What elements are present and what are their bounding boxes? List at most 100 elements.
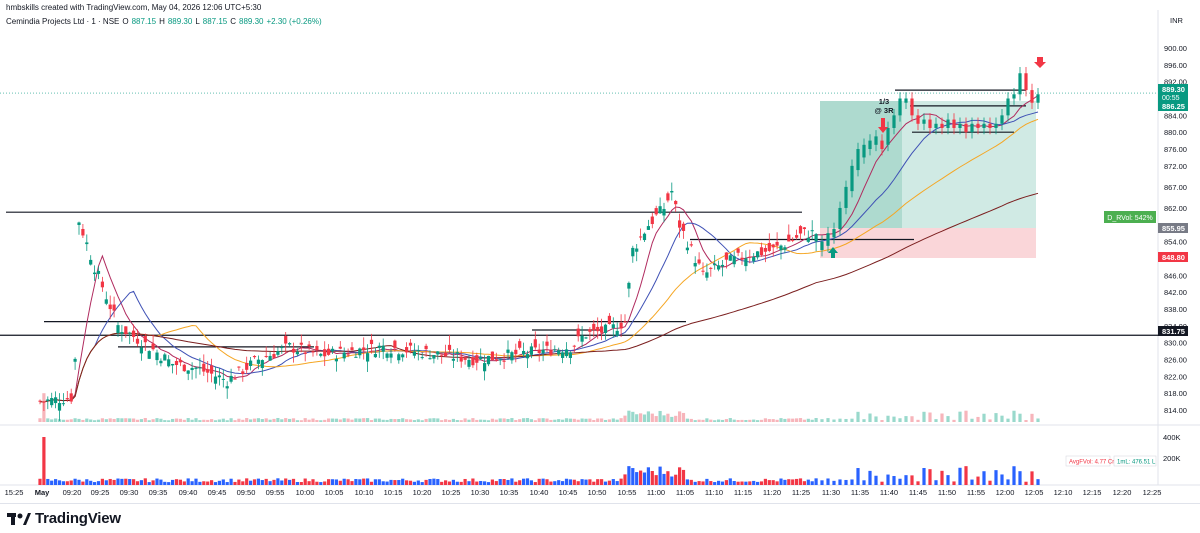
candle-body [576,328,580,337]
overlay-volume-bar [178,418,182,422]
overlay-volume-bar [116,418,120,422]
overlay-volume-bar [346,418,350,422]
candle-body [533,339,537,348]
overlay-volume-bar [892,416,896,422]
candle-body [732,256,736,265]
volume-bar [635,472,639,485]
candle-body [627,282,631,289]
candle-body [436,351,440,355]
volume-bar [233,481,237,485]
volume-bar [639,470,643,485]
candle-body [1030,90,1034,103]
candle-body [522,350,526,355]
volume-bar [260,480,264,485]
candle-body [674,200,678,205]
candle-body [756,251,760,258]
time-label: 12:10 [1054,488,1073,497]
target-price: 886.25 [1162,102,1185,111]
time-axis[interactable]: 15:25 May 09:20 09:25 09:30 09:35 09:40 09:45 09… [5,488,1162,497]
price-tick: 838.00 [1164,305,1187,314]
volume-bar [934,480,938,485]
candle-body [541,349,545,354]
volume-bar [958,467,962,485]
candle-body [934,123,938,128]
symbol-title[interactable]: Cemindia Projects Ltd · 1 · NSE [6,17,120,26]
candle-body [73,358,77,362]
candle-body [588,329,592,332]
overlay-volume-bar [952,419,956,422]
overlay-volume-bar [408,419,413,422]
volume-bar [77,479,81,485]
volume-bar [964,466,968,485]
candle-body [369,339,374,345]
overlay-volume-bar [728,418,732,422]
volume-bar [128,479,132,485]
price-tick: 880.00 [1164,128,1187,137]
overlay-volume-bar [564,418,569,422]
price-chart[interactable]: 1/3 @ 3R D_RVol: 542% INR 900.00 896.00 89… [0,0,1200,503]
candle-body [116,325,120,334]
candle-body [514,349,518,355]
time-label: 10:45 [559,488,578,497]
overlay-volume-bar [713,420,717,422]
candle-body [416,350,420,352]
candle-body [771,244,775,248]
volume-bar [1030,471,1034,485]
overlay-volume-bar [264,418,268,422]
volume-bar [93,482,97,485]
overlay-volume-bar [299,420,303,422]
volume-bar [627,466,631,485]
overlay-volume-bar [373,418,377,422]
volume-bar [592,481,596,485]
candle-body [124,326,128,335]
volume-bar [928,469,932,485]
tradingview-name: TradingView [35,510,121,527]
candle-body [163,354,167,361]
candle-body [886,127,890,145]
price-tags: 889.30 00:55 886.25 855.95 848.80 831.75 [1158,84,1188,336]
overlay-volume-bar [451,418,455,422]
volume-bar [736,481,740,485]
volume-bar [42,437,46,485]
time-label: 09:50 [237,488,256,497]
time-label: 10:00 [296,488,315,497]
candle-body [970,123,974,133]
overlay-volume-bar [529,419,533,422]
candle-body [740,257,744,260]
overlay-volume-bar [1018,413,1022,422]
volume-bar [732,481,736,485]
volume-bar [420,482,424,485]
volume-bar [537,478,541,485]
candle-body [623,321,627,323]
overlay-volume-bar [537,418,541,422]
overlay-volume-bar [553,419,557,422]
volume-scale: 400K 200K [1163,433,1181,463]
candle-body [272,354,276,358]
candle-body [510,352,514,361]
candle-body [252,355,257,358]
overlay-volume-bar [377,418,381,422]
candle-body [701,270,705,272]
candle-body [838,207,842,229]
time-label: 10:40 [530,488,549,497]
time-label: 10:50 [588,488,607,497]
candle-body [467,359,471,367]
open-label: O [122,17,129,26]
loss-zone[interactable] [820,228,1036,258]
overlay-volume-bar [658,410,662,422]
overlay-volume-bar [436,418,440,422]
candle-body [405,347,409,353]
overlay-volume-bar [856,411,860,422]
tradingview-logo[interactable]: TradingView [7,510,121,527]
overlay-volume-bar [964,410,968,422]
volume-bar [1000,474,1004,485]
created-by-text: hmbskills created with TradingView.com, … [6,3,262,12]
time-label: 12:15 [1083,488,1102,497]
overlay-volume-bar [740,419,744,422]
candle-body [850,165,854,192]
volume-bar [221,479,225,485]
candle-body [323,349,327,357]
volume-bar [662,473,666,485]
candle-body [1036,94,1040,103]
overlay-volume-bar [820,419,824,422]
